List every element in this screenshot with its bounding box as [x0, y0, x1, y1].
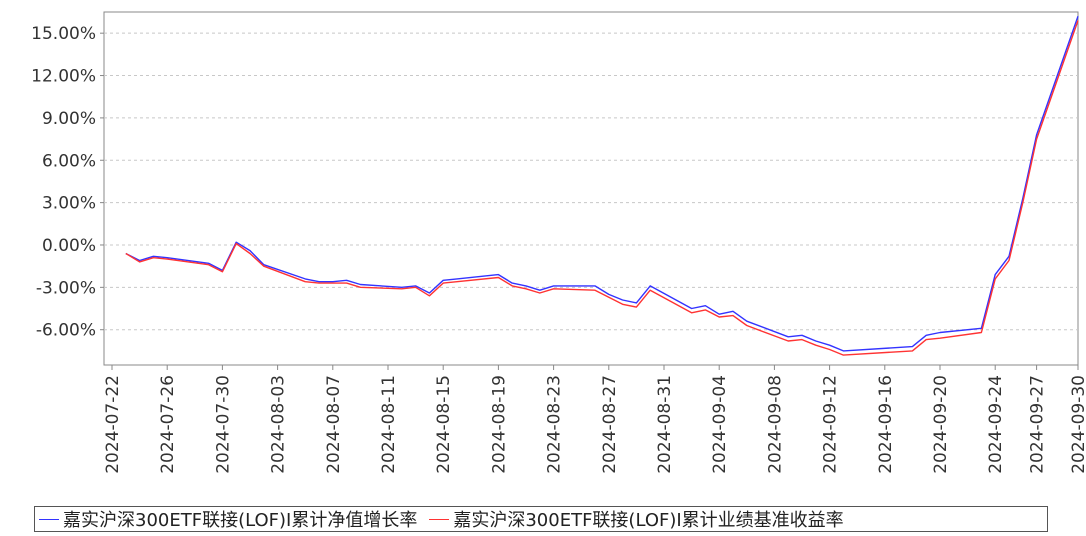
x-tick-label: 2024-09-27	[1028, 375, 1048, 474]
x-tick-label: 2024-08-27	[600, 375, 620, 474]
y-tick-label: 3.00%	[42, 194, 96, 214]
x-tick-label: 2024-09-20	[931, 375, 951, 474]
x-tick-label: 2024-09-16	[876, 375, 896, 474]
series-line-1	[125, 20, 1079, 356]
x-tick-label: 2024-09-12	[821, 375, 841, 474]
x-tick-label: 2024-08-23	[545, 375, 565, 474]
legend-item-nav-growth: 嘉实沪深300ETF联接(LOF)I累计净值增长率	[39, 506, 417, 532]
series-line-0	[125, 15, 1079, 352]
legend-swatch-nav	[39, 518, 59, 520]
x-tick-label: 2024-07-22	[103, 375, 123, 474]
y-tick-label: 6.00%	[42, 151, 96, 171]
x-tick-label: 2024-09-30	[1069, 375, 1086, 474]
x-axis: 2024-07-22 2024-07-26 2024-07-30 2024-08-03…	[103, 365, 1086, 474]
legend-label-benchmark: 嘉实沪深300ETF联接(LOF)I累计业绩基准收益率	[453, 510, 844, 531]
x-tick-label: 2024-09-08	[765, 375, 785, 474]
x-tick-label: 2024-07-26	[158, 375, 178, 474]
plot-area	[103, 11, 1079, 366]
y-tick-label: 9.00%	[42, 109, 96, 129]
x-tick-label: 2024-07-30	[213, 375, 233, 474]
x-tick-label: 2024-08-31	[655, 375, 675, 474]
series-lines	[125, 15, 1079, 356]
x-tick-label: 2024-08-19	[489, 375, 509, 474]
legend: 嘉实沪深300ETF联接(LOF)I累计净值增长率 嘉实沪深300ETF联接(L…	[34, 506, 1048, 532]
legend-item-benchmark: 嘉实沪深300ETF联接(LOF)I累计业绩基准收益率	[429, 506, 844, 532]
y-tick-label: 12.00%	[31, 67, 96, 87]
y-axis: -6.00% -3.00% 0.00% 3.00% 6.00% 9.00% 12.00% 15…	[31, 24, 104, 341]
y-tick-label: -3.00%	[36, 278, 96, 298]
x-tick-label: 2024-08-15	[434, 375, 454, 474]
y-tick-label: 0.00%	[42, 236, 96, 256]
x-tick-label: 2024-08-03	[269, 375, 289, 474]
grid-lines	[104, 32, 1078, 331]
x-tick-label: 2024-09-04	[710, 375, 730, 474]
legend-label-nav: 嘉实沪深300ETF联接(LOF)I累计净值增长率	[63, 510, 418, 531]
x-tick-label: 2024-08-07	[324, 375, 344, 474]
legend-swatch-benchmark	[429, 518, 450, 520]
chart-canvas: -6.00% -3.00% 0.00% 3.00% 6.00% 9.00% 12.00% 15…	[31, 11, 1086, 474]
x-tick-label: 2024-08-11	[379, 375, 399, 474]
x-tick-label: 2024-09-24	[986, 375, 1006, 474]
y-tick-label: 15.00%	[31, 24, 96, 44]
y-tick-label: -6.00%	[36, 321, 96, 341]
